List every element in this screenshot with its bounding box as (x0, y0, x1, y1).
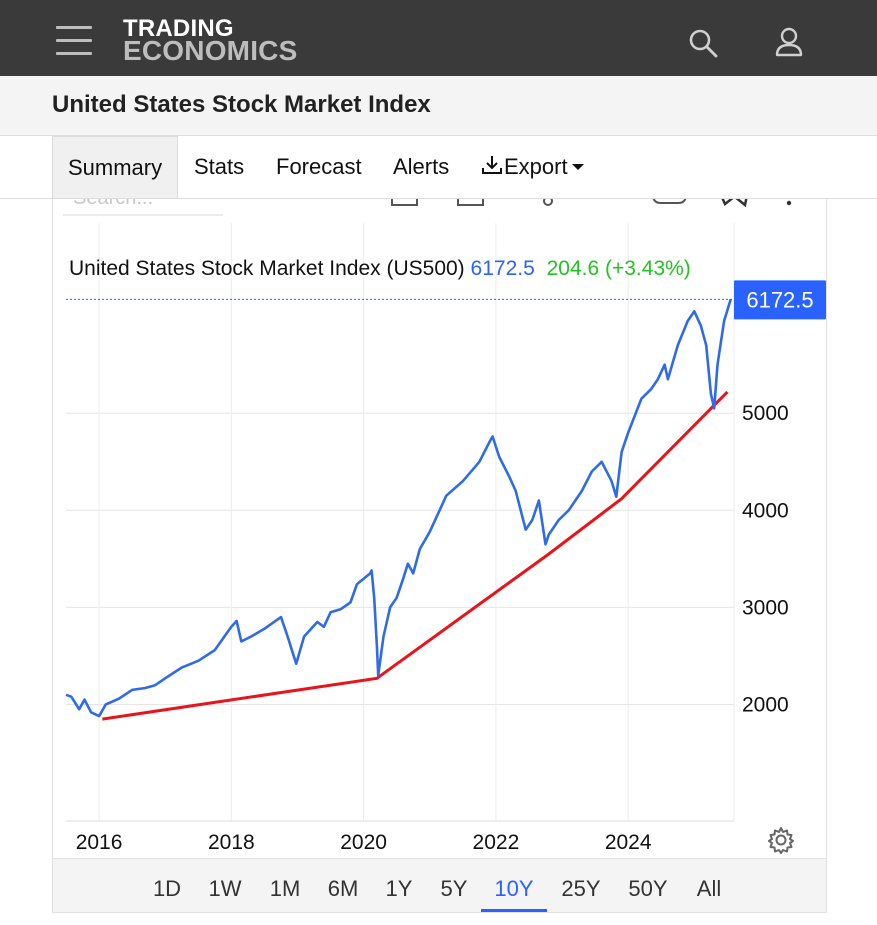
page-title: United States Stock Market Index (52, 91, 431, 118)
user-icon[interactable] (774, 26, 804, 63)
tab-stats[interactable]: Stats (194, 154, 245, 179)
menu-icon[interactable] (56, 26, 92, 56)
x-tick-label: 2022 (473, 831, 520, 854)
y-tick-label: 3000 (742, 596, 789, 619)
tab-export-label: Export (504, 154, 568, 179)
range-1y[interactable]: 1Y (385, 876, 413, 901)
brand-logo[interactable]: TRADING ECONOMICS (123, 15, 298, 66)
y-tick-label: 4000 (742, 499, 789, 522)
toolbar-type-icon[interactable] (652, 199, 687, 204)
tab-bar: Summary Stats Forecast Alerts Export (52, 136, 877, 199)
range-5y[interactable]: 5Y (440, 876, 468, 901)
tab-summary[interactable]: Summary (52, 136, 179, 199)
top-bar: TRADING ECONOMICS (0, 0, 877, 76)
range-1d[interactable]: 1D (152, 876, 182, 901)
x-tick-label: 2018 (208, 831, 255, 854)
tab-alerts[interactable]: Alerts (393, 154, 450, 179)
x-tick-label: 2020 (340, 831, 387, 854)
settings-gear-icon[interactable] (767, 826, 795, 859)
y-tick-label: 5000 (742, 402, 789, 425)
toolbar-compare-icon[interactable] (543, 199, 553, 206)
legend: United States Stock Market Index (US500)… (69, 257, 691, 280)
tab-forecast[interactable]: Forecast (276, 154, 362, 179)
range-1m[interactable]: 1M (269, 876, 301, 901)
search-input[interactable]: Search... (73, 199, 153, 209)
range-25y[interactable]: 25Y (561, 876, 601, 901)
range-6m[interactable]: 6M (327, 876, 359, 901)
range-50y[interactable]: 50Y (628, 876, 668, 901)
caret-down-icon (571, 164, 584, 170)
last-value-tag: 6172.5 (734, 280, 826, 320)
legend-change: 204.6 (+3.43%) (547, 257, 691, 280)
toolbar-calendar-icon[interactable] (457, 199, 484, 206)
legend-last: 6172.5 (471, 257, 535, 280)
download-icon (482, 156, 502, 174)
trendline (102, 390, 729, 721)
brand-line-1: TRADING (123, 15, 234, 42)
tab-export[interactable]: Export (480, 136, 585, 198)
y-tick-label: 2000 (742, 693, 789, 716)
search-icon[interactable] (688, 28, 718, 63)
range-selector: 1D 1W 1M 6M 1Y 5Y 10Y 25Y 50Y All (52, 858, 827, 913)
tab-divider (0, 198, 877, 199)
chart-grid (66, 223, 735, 822)
range-10y[interactable]: 10Y (481, 859, 547, 912)
x-tick-label: 2016 (76, 831, 123, 854)
x-axis-labels: 2016 2018 2020 2022 2024 (76, 831, 652, 854)
series-line-us500 (65, 299, 732, 718)
brand-line-2: ECONOMICS (123, 35, 298, 66)
range-all[interactable]: All (696, 876, 722, 901)
more-icon[interactable] (786, 200, 792, 206)
toolbar-box-icon[interactable] (391, 199, 418, 206)
legend-name: United States Stock Market Index (US500) (69, 257, 465, 280)
last-value-tag-text: 6172.5 (746, 287, 813, 312)
range-1w[interactable]: 1W (208, 876, 242, 901)
fullscreen-icon[interactable] (721, 199, 748, 208)
title-bar: United States Stock Market Index (0, 76, 877, 136)
x-tick-label: 2024 (605, 831, 652, 854)
y-axis-labels: 2000 3000 4000 5000 (742, 402, 789, 716)
